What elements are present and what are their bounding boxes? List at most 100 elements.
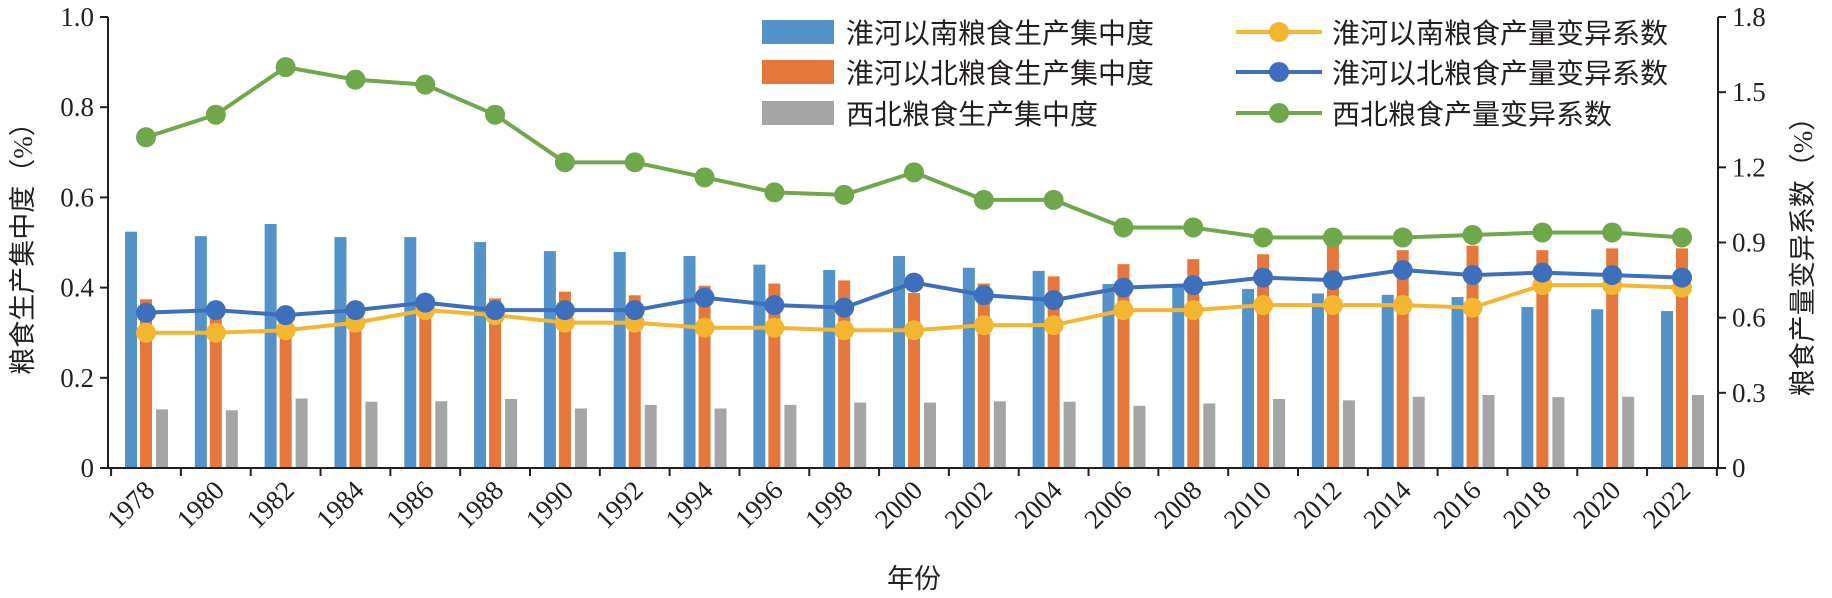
y-left-tick-label: 0.4: [60, 273, 94, 303]
x-tick-label: 2010: [1218, 475, 1277, 534]
bars-layer: [125, 224, 1704, 468]
point-2010-series-2: [1253, 227, 1274, 248]
bar-2010-series-2: [1273, 398, 1286, 468]
point-2018-series-2: [1532, 222, 1553, 243]
point-1982-series-0: [275, 320, 296, 341]
point-1992-series-1: [624, 300, 645, 321]
point-1984-series-2: [345, 69, 366, 90]
point-2014-series-0: [1392, 295, 1413, 316]
y-axis-right-title: 粮食产量变异系数（%）: [1788, 104, 1818, 397]
point-1986-series-2: [415, 74, 436, 95]
x-tick-label: 2018: [1497, 475, 1556, 534]
x-tick-label: 2020: [1567, 475, 1626, 534]
point-2016-series-0: [1462, 297, 1483, 318]
point-1990-series-1: [554, 300, 575, 321]
point-2020-series-2: [1602, 222, 1623, 243]
bar-2006-series-2: [1133, 405, 1146, 468]
bar-1994-series-0: [683, 256, 696, 468]
bar-1980-series-2: [225, 410, 238, 468]
bar-1998-series-2: [854, 402, 867, 468]
x-tick-label: 2022: [1637, 475, 1696, 534]
bar-1986-series-0: [404, 237, 417, 468]
legend-swatch-marker-0: [1269, 22, 1289, 42]
x-tick-label: 2008: [1148, 475, 1207, 534]
bar-1988-series-0: [474, 242, 487, 468]
point-2006-series-0: [1113, 300, 1134, 321]
point-2004-series-1: [1043, 290, 1064, 311]
point-2000-series-2: [904, 162, 924, 183]
bar-1992-series-2: [644, 404, 657, 468]
legend-label: 淮河以北粮食生产集中度: [846, 58, 1154, 90]
bar-1986-series-2: [435, 401, 448, 468]
point-2002-series-0: [973, 315, 994, 336]
bar-1982-series-1: [279, 328, 292, 468]
y-right-tick-label: 1.2: [1732, 152, 1766, 182]
point-1980-series-1: [205, 300, 226, 321]
bar-1990-series-0: [543, 251, 556, 468]
point-1994-series-1: [694, 287, 715, 308]
bar-2002-series-2: [993, 401, 1006, 468]
point-2004-series-2: [1043, 189, 1064, 210]
y-left-tick-label: 0.2: [60, 363, 94, 393]
bar-1994-series-2: [714, 408, 727, 468]
bar-1986-series-1: [419, 310, 432, 468]
bar-2018-series-2: [1552, 397, 1565, 468]
bar-1984-series-2: [365, 401, 378, 468]
bar-2004-series-0: [1032, 270, 1045, 468]
y-right-tick-label: 1.8: [1732, 2, 1766, 32]
point-2012-series-0: [1322, 295, 1343, 316]
bar-2004-series-2: [1063, 401, 1076, 468]
legend-swatch-bar-0: [762, 20, 834, 44]
bar-2016-series-0: [1451, 297, 1464, 468]
bar-2002-series-0: [962, 267, 975, 468]
x-tick-label: 1978: [101, 475, 160, 534]
bar-2008-series-0: [1172, 285, 1185, 468]
y-left-tick-label: 0: [81, 453, 95, 483]
bar-1982-series-2: [295, 398, 308, 468]
y-right-tick-label: 0.3: [1732, 378, 1766, 408]
bar-1994-series-1: [698, 285, 711, 468]
legend-swatch-bar-1: [762, 60, 834, 84]
line-series-2: [145, 64, 1683, 240]
bar-1998-series-0: [823, 270, 836, 468]
point-1988-series-2: [485, 104, 506, 125]
bar-2014-series-0: [1381, 294, 1394, 468]
lines-layer: [136, 57, 1692, 343]
x-axis-title: 年份: [887, 564, 941, 594]
x-tick-label: 1994: [659, 475, 719, 535]
bar-1984-series-1: [349, 319, 362, 468]
point-1990-series-2: [554, 152, 575, 173]
legend-label: 西北粮食生产集中度: [846, 99, 1098, 131]
bar-2002-series-1: [977, 283, 990, 468]
y-right-tick-label: 0: [1732, 453, 1746, 483]
y-left-tick-label: 0.6: [60, 182, 94, 212]
bar-2012-series-0: [1311, 293, 1324, 468]
x-tick-label: 2016: [1427, 475, 1486, 534]
point-2022-series-1: [1672, 267, 1692, 288]
point-1982-series-1: [275, 305, 296, 326]
point-2008-series-1: [1183, 275, 1204, 296]
bar-2022-series-1: [1676, 248, 1688, 468]
bar-1980-series-0: [194, 236, 207, 468]
point-2006-series-1: [1113, 277, 1134, 298]
point-1992-series-2: [624, 152, 645, 173]
x-tick-label: 1988: [450, 475, 509, 534]
y-axis-left-title: 粮食生产集中度（%）: [8, 109, 38, 375]
point-1986-series-1: [415, 292, 436, 313]
x-tick-label: 2012: [1288, 475, 1347, 534]
bar-1990-series-2: [574, 408, 587, 468]
bar-2000-series-1: [908, 293, 920, 468]
point-1978-series-2: [136, 127, 156, 148]
x-tick-label: 1998: [799, 475, 858, 534]
point-1978-series-0: [136, 322, 156, 343]
bar-2022-series-0: [1661, 311, 1673, 468]
point-1996-series-2: [764, 182, 785, 203]
point-2020-series-1: [1602, 265, 1623, 286]
point-2000-series-1: [904, 272, 924, 293]
x-tick-label: 2000: [869, 475, 928, 534]
bar-2020-series-1: [1606, 248, 1619, 468]
point-1998-series-0: [834, 320, 855, 341]
legend-swatch-marker-1: [1269, 62, 1289, 82]
bar-2016-series-2: [1482, 394, 1495, 468]
legend-label: 淮河以南粮食产量变异系数: [1332, 18, 1668, 50]
